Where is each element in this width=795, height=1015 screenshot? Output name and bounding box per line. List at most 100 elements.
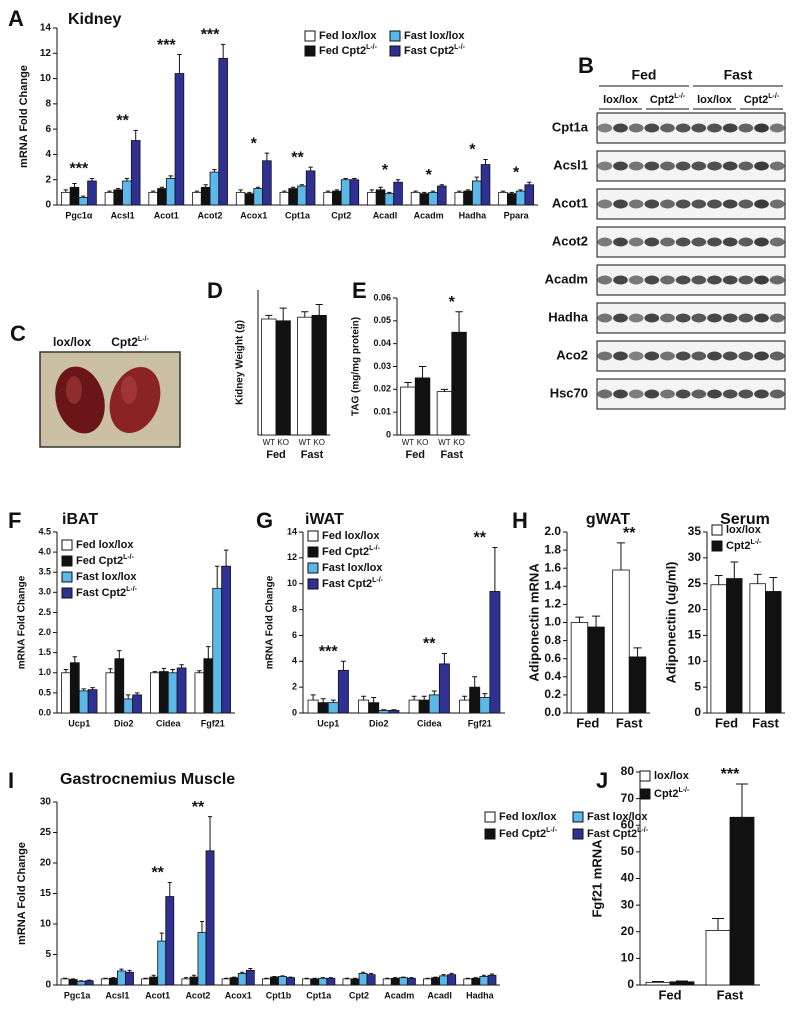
photo-label: lox/lox — [53, 335, 91, 349]
panel-letter: F — [8, 508, 21, 533]
significance: * — [426, 167, 433, 184]
legend-label-main: lox/lox — [654, 770, 690, 782]
y-tick-label: 50 — [621, 844, 635, 858]
bar — [436, 391, 453, 436]
error-bar — [159, 932, 164, 942]
blot-band — [628, 275, 644, 285]
panel-letter: B — [578, 53, 594, 78]
blot-band — [660, 313, 675, 323]
blot-band — [754, 313, 769, 323]
genotype-label-main: lox/lox — [697, 94, 733, 106]
condition-label: Fast — [724, 67, 753, 83]
bar — [469, 686, 481, 714]
error-bar — [124, 177, 130, 181]
blot-frame — [596, 112, 786, 144]
x-tick-label: Fgf21 — [201, 718, 225, 728]
bar — [326, 977, 336, 986]
x-tick-label: Ucp1 — [68, 718, 90, 728]
error-bar — [299, 184, 305, 187]
legend-label-main: Fast Cpt2 — [322, 578, 372, 590]
blot-band — [738, 237, 754, 247]
y-tick-label: 6 — [292, 630, 297, 640]
protein-label: Aco2 — [556, 347, 588, 362]
error-bar — [440, 388, 449, 392]
blot-band — [691, 161, 707, 171]
blot-band — [722, 313, 738, 323]
error-bar — [177, 54, 182, 74]
series-label: WT — [402, 438, 415, 447]
blot-band — [644, 237, 660, 247]
bar — [418, 699, 430, 714]
error-bar — [385, 977, 390, 979]
y-tick-label: 0.02 — [373, 384, 391, 394]
bar — [218, 57, 228, 206]
bar — [132, 694, 142, 714]
y-tick-label: 0 — [694, 705, 701, 719]
blot-band — [769, 199, 785, 209]
blot-band — [613, 161, 628, 171]
x-tick-label: Ucp1 — [317, 718, 339, 728]
error-bar — [133, 129, 138, 141]
error-bar — [413, 190, 418, 193]
bar — [765, 591, 782, 714]
series-label: WT — [438, 438, 451, 447]
legend-label: Cpt2L-/- — [654, 787, 690, 800]
bar — [157, 940, 167, 986]
significance: ** — [192, 799, 205, 816]
protein-label: Acot1 — [552, 195, 588, 210]
error-bar — [320, 698, 326, 703]
legend-swatch — [389, 45, 401, 57]
panel-letter: H — [512, 508, 528, 533]
bar — [245, 969, 255, 986]
y-tick-label: 0 — [386, 429, 391, 439]
bar — [148, 191, 158, 206]
bar — [447, 974, 457, 986]
x-tick-label: Fed — [715, 715, 738, 730]
blot-band — [644, 313, 660, 323]
y-axis-label: Adiponectin mRNA — [526, 563, 541, 682]
blot-band — [769, 351, 785, 361]
y-tick-label: 20 — [621, 924, 635, 938]
error-bar — [63, 189, 68, 193]
legend-label: Fast Cpt2L-/- — [76, 586, 138, 599]
error-bar — [87, 979, 92, 981]
error-bar — [151, 974, 156, 978]
blot-band — [707, 123, 722, 133]
error-bar — [272, 975, 277, 978]
bar — [87, 689, 98, 714]
y-tick-label: 12 — [40, 48, 52, 59]
x-tick-label: Acot1 — [154, 210, 179, 220]
y-tick-label: 14 — [40, 23, 52, 34]
bar — [384, 193, 395, 206]
error-bar — [103, 977, 108, 979]
error-bar — [483, 158, 488, 165]
error-bar — [81, 688, 86, 691]
error-bar — [676, 980, 688, 982]
x-tick-label: Fast — [440, 449, 463, 461]
legend-label: Fast lox/lox — [76, 571, 137, 583]
blot-band — [707, 313, 722, 323]
bar — [317, 702, 329, 714]
error-bar — [72, 183, 77, 188]
error-bar — [280, 975, 285, 977]
bar — [350, 978, 360, 986]
panel-letter: C — [10, 321, 26, 346]
y-tick-label: 5 — [694, 679, 701, 693]
y-tick-label: 0.0 — [544, 705, 561, 719]
blot-band — [675, 161, 691, 171]
series-label: WT — [299, 438, 312, 447]
blot-band — [597, 123, 613, 133]
error-bar — [422, 191, 427, 194]
bar — [302, 978, 312, 986]
bar — [323, 191, 333, 206]
legend-label-main: Cpt2 — [726, 540, 750, 552]
legend-label: Fast Cpt2L-/- — [587, 827, 649, 840]
bar — [612, 569, 630, 714]
legend-label-superscript: L-/- — [126, 586, 138, 593]
bar — [749, 583, 766, 714]
bar — [479, 976, 489, 986]
significance: ** — [151, 865, 164, 882]
bar — [408, 699, 420, 714]
y-tick-label: 4 — [292, 656, 297, 666]
blot-band — [738, 389, 754, 399]
